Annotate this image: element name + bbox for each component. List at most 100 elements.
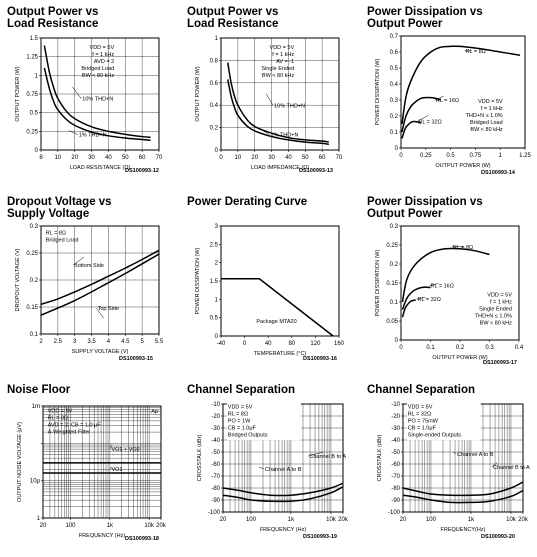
x-axis-label: OUTPUT POWER (W)	[432, 355, 487, 361]
series-line	[401, 286, 431, 310]
condition-text: Bridged Load	[46, 238, 79, 244]
y-tick-label: 0.4	[390, 82, 399, 88]
series-label: RL = 8Ω	[465, 49, 485, 55]
y-tick-label: -40	[211, 438, 220, 444]
x-tick-label: 70	[156, 155, 163, 161]
series-line	[221, 278, 334, 337]
y-axis-label: POWER DISSIPATION (W)	[375, 249, 381, 316]
series-line	[401, 120, 422, 139]
label-leader	[72, 256, 85, 266]
series-label: VO1	[111, 467, 122, 473]
condition-text: AVD = 2, CB = 1.0 μF	[48, 423, 102, 429]
condition-text: VDD = 5V	[478, 99, 503, 105]
label-leader	[262, 130, 270, 135]
series-label: 10% THD+N	[82, 97, 113, 103]
series-line	[402, 489, 524, 504]
x-axis-label: FREQUENCY (Hz)	[79, 533, 126, 539]
condition-text: VDD = 5V	[270, 45, 295, 51]
x-tick-label: 3.5	[87, 339, 96, 345]
y-axis-label: OUTPUT NOISE VOLTAGE (μV)	[17, 422, 23, 502]
condition-text: Bridged Load	[81, 66, 114, 72]
x-tick-label: 4.5	[121, 339, 130, 345]
x-axis-label: LOAD IMPEDANCE (Ω)	[251, 165, 310, 171]
x-tick-label: 100	[246, 517, 257, 523]
y-tick-label: 0	[395, 338, 399, 344]
condition-text: Bridged Outputs	[228, 432, 268, 438]
y-tick-label: 0.15	[386, 281, 398, 287]
series-line	[401, 247, 490, 303]
x-tick-label: 10	[235, 155, 242, 161]
chart-panel-output-power-vs-load-single: Output Power vs Load Resistance 0 10 20 30 4…	[187, 6, 357, 186]
y-tick-label: -90	[211, 498, 220, 504]
condition-text: VDD = 5V	[487, 293, 512, 299]
chart-title: Noise Floor	[7, 384, 71, 396]
y-tick-label: 1.25	[26, 55, 38, 61]
y-tick-label: 0.25	[26, 129, 38, 135]
y-tick-label: 1	[215, 297, 219, 303]
y-tick-label: -20	[211, 414, 220, 420]
y-tick-label: 0	[35, 148, 39, 154]
x-tick-label: 1k	[288, 517, 295, 523]
x-tick-label: 0.5	[446, 153, 455, 159]
x-tick-label: 4	[107, 339, 111, 345]
chart-channel-separation-bridged: 20 100 1k 10k 20k -100 -90 -80 -70 -60 -50 -40 -30 -2…	[197, 402, 349, 533]
x-tick-label: 2	[39, 339, 43, 345]
condition-text: A-Weighted Filter	[48, 430, 91, 436]
chart-title: Power Dissipation vs Output Power	[367, 196, 483, 220]
x-tick-label: 3	[73, 339, 77, 345]
x-tick-label: 10k	[326, 517, 337, 523]
chart-power-dissipation-single: 0 0.1 0.2 0.3 0.4 0 0.05 0.1 0.15 0.2 0.25 0.3 OUTPU…	[375, 224, 524, 361]
condition-text: RL = 8Ω	[228, 411, 248, 417]
x-tick-label: 20k	[518, 517, 529, 523]
y-tick-label: -80	[211, 486, 220, 492]
y-tick-label: 1.5	[30, 36, 39, 42]
condition-text: VDD = 5V	[90, 45, 115, 51]
series-label: Package MTA20	[256, 319, 296, 325]
series-line	[227, 62, 330, 143]
y-axis-label: POWER DISSIPATION (W)	[195, 247, 201, 314]
y-tick-label: 3	[215, 224, 219, 230]
plot-frame	[400, 35, 526, 149]
chart-output-power-vs-load-single: 0 10 20 30 40 50 60 70 0 0.2 0.4 0.6 0.8 1 LOAD IMPEDA…	[195, 36, 343, 171]
x-tick-label: 40	[285, 155, 292, 161]
y-tick-label: -30	[391, 426, 400, 432]
chart-output-power-vs-load-bridged: 8 10 20 30 40 50 60 70 0 0.25 0.5 0.75 1 1.25 1.5 LOAD …	[15, 36, 163, 171]
y-tick-label: 0.15	[26, 305, 38, 311]
condition-text: CB = 1.0μF	[408, 425, 437, 431]
y-axis-label: DROPOUT VOLTAGE (V)	[15, 248, 21, 311]
x-axis-label: LOAD RESISTANCE (Ω)	[70, 165, 131, 171]
condition-text: THD+N ≤ 1.0%	[475, 314, 512, 320]
x-tick-label: 10k	[144, 523, 155, 529]
y-tick-label: 0.2	[210, 126, 219, 132]
y-axis-label: POWER DISSIPATION (W)	[375, 58, 381, 125]
condition-text: Single Ended	[261, 66, 294, 72]
label-leader	[110, 466, 112, 470]
condition-text: PO = 1W	[228, 418, 251, 424]
x-tick-label: 20	[40, 523, 47, 529]
x-tick-label: 5	[140, 339, 144, 345]
series-label: Top Side	[98, 306, 119, 312]
series-line	[222, 482, 344, 497]
figure-code: DS100993-12	[125, 168, 159, 174]
x-tick-label: 60	[139, 155, 146, 161]
x-tick-label: 0	[399, 345, 403, 351]
series-line	[402, 481, 524, 497]
label-leader	[72, 86, 82, 99]
x-tick-label: 40	[105, 155, 112, 161]
chart-title: Channel Separation	[367, 384, 475, 396]
chart-title: Power Derating Curve	[187, 196, 308, 208]
y-tick-label: -70	[211, 474, 220, 480]
series-label: RL = 32Ω	[418, 119, 441, 125]
x-tick-label: -40	[217, 341, 226, 347]
x-tick-label: 10k	[506, 517, 517, 523]
figure-code: DS100993-19	[303, 534, 337, 540]
y-tick-label: -20	[391, 414, 400, 420]
y-tick-label: 0.1	[390, 130, 399, 136]
y-tick-label: 0.3	[390, 98, 399, 104]
series-line	[401, 96, 441, 133]
condition-text: THD+N ≤ 1.0%	[466, 113, 503, 119]
series-label: RL = 16Ω	[436, 98, 459, 104]
chart-panel-channel-separation-bridged: Channel Separation 20 100 1k 10k 20k -100 -90 -…	[187, 384, 357, 556]
series-label: 1% THD+N	[271, 133, 299, 139]
y-tick-label: 2.5	[210, 242, 219, 248]
